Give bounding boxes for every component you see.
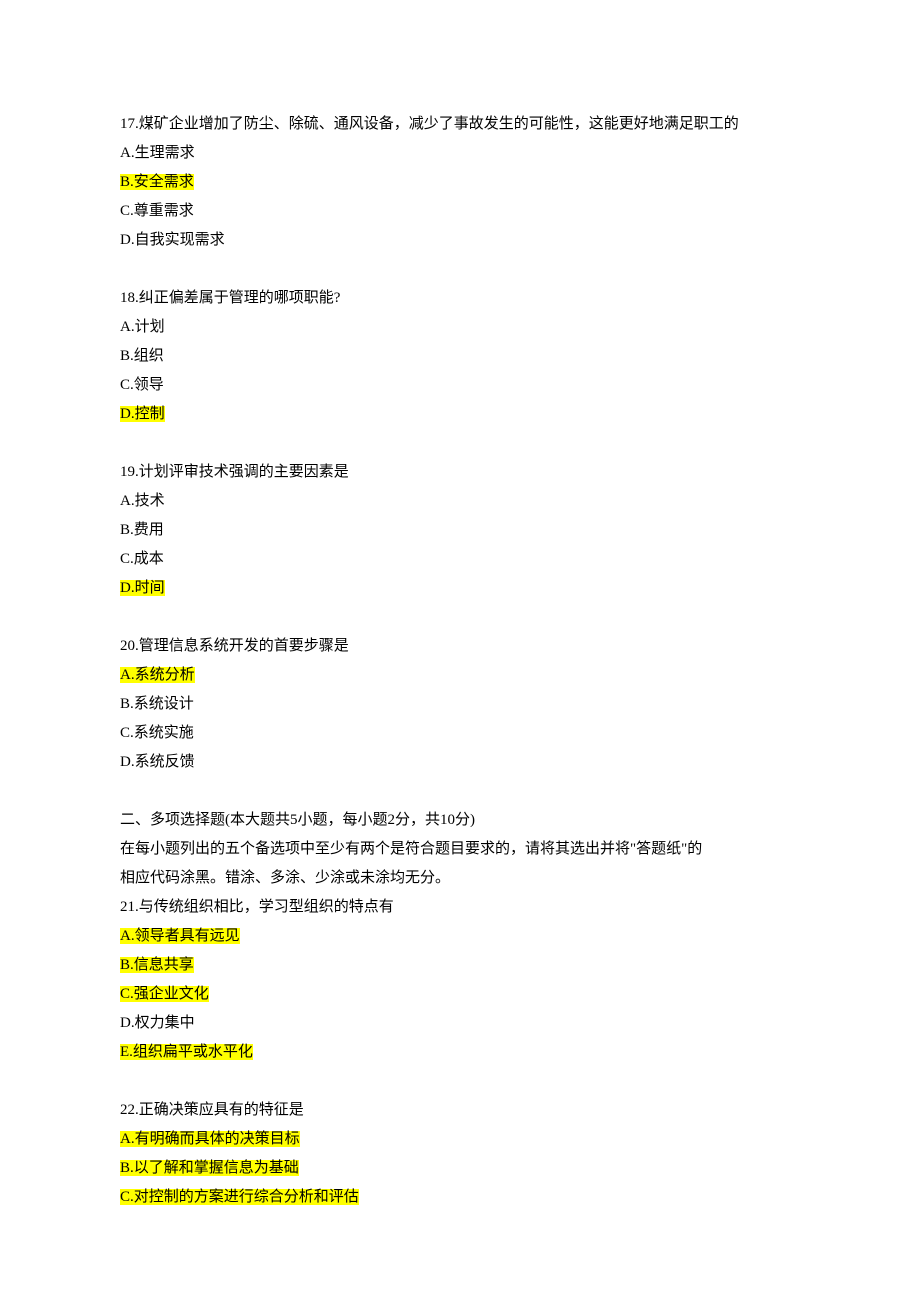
exam-page: 17.煤矿企业增加了防尘、除硫、通风设备，减少了事故发生的可能性，这能更好地满足… xyxy=(0,0,920,1301)
option-b: B.系统设计 xyxy=(120,690,800,719)
option-b: B.信息共享 xyxy=(120,951,800,980)
section-header-line: 在每小题列出的五个备选项中至少有两个是符合题目要求的，请将其选出并将"答题纸"的 xyxy=(120,835,800,864)
option-a: A.系统分析 xyxy=(120,661,800,690)
question-stem: 19.计划评审技术强调的主要因素是 xyxy=(120,458,800,487)
option-c: C.尊重需求 xyxy=(120,197,800,226)
question-stem: 18.纠正偏差属于管理的哪项职能? xyxy=(120,284,800,313)
section-header-line: 二、多项选择题(本大题共5小题，每小题2分，共10分) xyxy=(120,806,800,835)
question-stem: 22.正确决策应具有的特征是 xyxy=(120,1096,800,1125)
question-20: 20.管理信息系统开发的首要步骤是 A.系统分析 B.系统设计 C.系统实施 D… xyxy=(120,632,800,777)
option-d: D.权力集中 xyxy=(120,1009,800,1038)
question-22: 22.正确决策应具有的特征是 A.有明确而具体的决策目标 B.以了解和掌握信息为… xyxy=(120,1096,800,1212)
option-c: C.系统实施 xyxy=(120,719,800,748)
question-stem: 21.与传统组织相比，学习型组织的特点有 xyxy=(120,893,800,922)
option-d: D.控制 xyxy=(120,400,800,429)
option-a: A.领导者具有远见 xyxy=(120,922,800,951)
option-b: B.安全需求 xyxy=(120,168,800,197)
option-a: A.计划 xyxy=(120,313,800,342)
option-e: E.组织扁平或水平化 xyxy=(120,1038,800,1067)
option-a: A.有明确而具体的决策目标 xyxy=(120,1125,800,1154)
question-17: 17.煤矿企业增加了防尘、除硫、通风设备，减少了事故发生的可能性，这能更好地满足… xyxy=(120,110,800,255)
option-c: C.领导 xyxy=(120,371,800,400)
option-b: B.费用 xyxy=(120,516,800,545)
question-18: 18.纠正偏差属于管理的哪项职能? A.计划 B.组织 C.领导 D.控制 xyxy=(120,284,800,429)
option-b: B.以了解和掌握信息为基础 xyxy=(120,1154,800,1183)
option-d: D.自我实现需求 xyxy=(120,226,800,255)
option-b: B.组织 xyxy=(120,342,800,371)
question-stem: 20.管理信息系统开发的首要步骤是 xyxy=(120,632,800,661)
question-stem: 17.煤矿企业增加了防尘、除硫、通风设备，减少了事故发生的可能性，这能更好地满足… xyxy=(120,110,800,139)
option-c: C.成本 xyxy=(120,545,800,574)
option-d: D.系统反馈 xyxy=(120,748,800,777)
option-c: C.强企业文化 xyxy=(120,980,800,1009)
option-a: A.技术 xyxy=(120,487,800,516)
section-header-line: 相应代码涂黑。错涂、多涂、少涂或未涂均无分。 xyxy=(120,864,800,893)
option-a: A.生理需求 xyxy=(120,139,800,168)
option-c: C.对控制的方案进行综合分析和评估 xyxy=(120,1183,800,1212)
option-d: D.时间 xyxy=(120,574,800,603)
section-2: 二、多项选择题(本大题共5小题，每小题2分，共10分) 在每小题列出的五个备选项… xyxy=(120,806,800,1067)
question-19: 19.计划评审技术强调的主要因素是 A.技术 B.费用 C.成本 D.时间 xyxy=(120,458,800,603)
